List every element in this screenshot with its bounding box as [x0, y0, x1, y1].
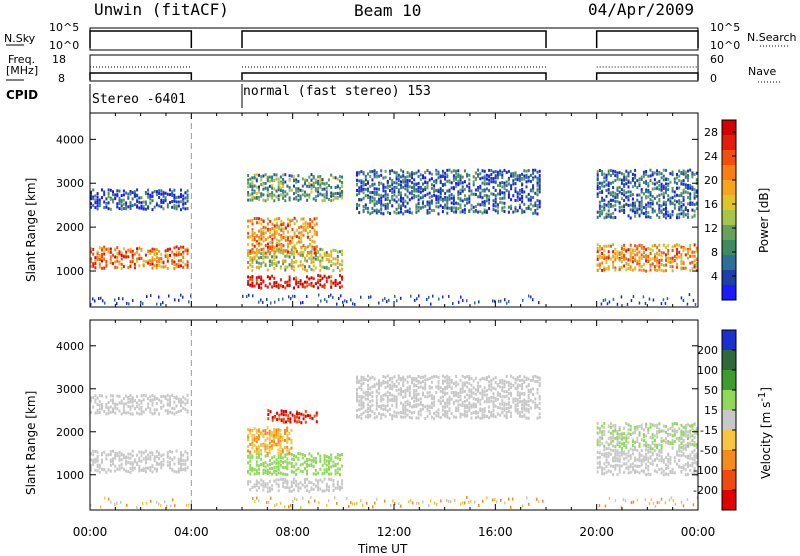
velocity-colorbar-cell: [722, 330, 736, 351]
nave-label: Nave: [748, 65, 776, 78]
x-tick-label: 16:00: [478, 525, 513, 539]
freq-trace: [90, 73, 191, 80]
nsky-trace: [597, 31, 698, 48]
velocity-colorbar-tick-label: -50: [700, 444, 718, 457]
nave-bottom-tick: 0: [710, 72, 717, 85]
power-y-tick-label: 3000: [56, 177, 84, 190]
velocity-y-tick-label: 3000: [56, 383, 84, 396]
power-y-tick-label: 1000: [56, 265, 84, 278]
power-colorbar-cell: [722, 165, 736, 181]
freq-strip-frame: [90, 55, 698, 81]
velocity-colorbar-tick-label: -15: [700, 424, 718, 437]
power-colorbar-cell: [722, 270, 736, 286]
velocity-y-axis-title: Slant Range [km]: [24, 391, 38, 495]
station-title: Unwin (fitACF): [94, 0, 229, 19]
velocity-colorbar-tick-label: 50: [704, 384, 718, 397]
x-tick-label: 00:00: [681, 525, 716, 539]
power-colorbar-tick-label: 24: [704, 150, 718, 163]
velocity-colorbar-tick-label: 200: [697, 344, 718, 357]
freq-trace: [597, 73, 698, 80]
power-colorbar-tick-label: 28: [704, 126, 718, 139]
nave-top-tick: 60: [710, 53, 724, 66]
velocity-colorbar-title: Velocity [m s-1]: [757, 387, 773, 479]
power-colorbar-tick-label: 8: [711, 246, 718, 259]
cpid-label: CPID: [6, 88, 38, 102]
beam-title: Beam 10: [354, 1, 421, 20]
velocity-y-tick-label: 4000: [56, 340, 84, 353]
power-colorbar-cell: [722, 195, 736, 211]
x-tick-label: 08:00: [275, 525, 310, 539]
freq-unit: [MHz]: [6, 64, 38, 77]
power-colorbar-tick-label: 16: [704, 198, 718, 211]
nsearch-bottom-tick: 10^0: [710, 39, 740, 52]
power-colorbar-cell: [722, 240, 736, 256]
power-colorbar-cell: [722, 150, 736, 166]
power-colorbar-cell: [722, 120, 736, 136]
velocity-colorbar-cell: [722, 390, 736, 411]
power-colorbar-cell: [722, 210, 736, 226]
power-colorbar-tick-label: 20: [704, 174, 718, 187]
freq-trace: [242, 73, 546, 80]
power-colorbar-cell: [722, 135, 736, 151]
cpid-mode-1: Stereo -6401: [92, 92, 186, 107]
velocity-colorbar-cell: [722, 430, 736, 451]
power-colorbar-title: Power [dB]: [757, 188, 771, 253]
nsearch-label: N.Search: [747, 31, 797, 44]
velocity-colorbar-tick-label: 100: [697, 364, 718, 377]
power-colorbar-tick-label: 4: [711, 270, 718, 283]
velocity-colorbar-tick-label: 15: [704, 404, 718, 417]
velocity-colorbar-tick-label: -100: [693, 464, 718, 477]
power-y-axis-title: Slant Range [km]: [24, 178, 38, 282]
cpid-mode-2: normal (fast stereo) 153: [243, 84, 431, 99]
x-tick-label: 20:00: [579, 525, 614, 539]
freq-bottom-tick: 8: [58, 72, 65, 85]
power-colorbar-cell: [722, 255, 736, 271]
velocity-colorbar-cell: [722, 450, 736, 471]
velocity-colorbar-cell: [722, 410, 736, 431]
freq-top-tick: 18: [52, 53, 66, 66]
power-colorbar-cell: [722, 285, 736, 301]
x-tick-label: 00:00: [73, 525, 108, 539]
x-tick-label: 04:00: [174, 525, 209, 539]
power-colorbar-tick-label: 12: [704, 222, 718, 235]
nsky-trace: [242, 31, 546, 48]
nsky-label: N.Sky: [4, 32, 35, 45]
date-title: 04/Apr/2009: [588, 0, 694, 19]
power-y-tick-label: 4000: [56, 133, 84, 146]
power-colorbar-cell: [722, 225, 736, 241]
nsky-trace: [90, 31, 191, 48]
power-colorbar-cell: [722, 180, 736, 196]
velocity-colorbar-tick-label: -200: [693, 484, 718, 497]
x-tick-label: 12:00: [377, 525, 412, 539]
velocity-y-tick-label: 2000: [56, 426, 84, 439]
nsky-bottom-tick: 10^0: [49, 39, 79, 52]
velocity-colorbar-cell: [722, 370, 736, 391]
velocity-colorbar-cell: [722, 490, 736, 511]
velocity-colorbar-cell: [722, 470, 736, 491]
power-y-tick-label: 2000: [56, 221, 84, 234]
nsearch-top-tick: 10^5: [710, 21, 740, 34]
velocity-colorbar-cell: [722, 350, 736, 371]
nsky-top-tick: 10^5: [49, 21, 79, 34]
velocity-y-tick-label: 1000: [56, 469, 84, 482]
